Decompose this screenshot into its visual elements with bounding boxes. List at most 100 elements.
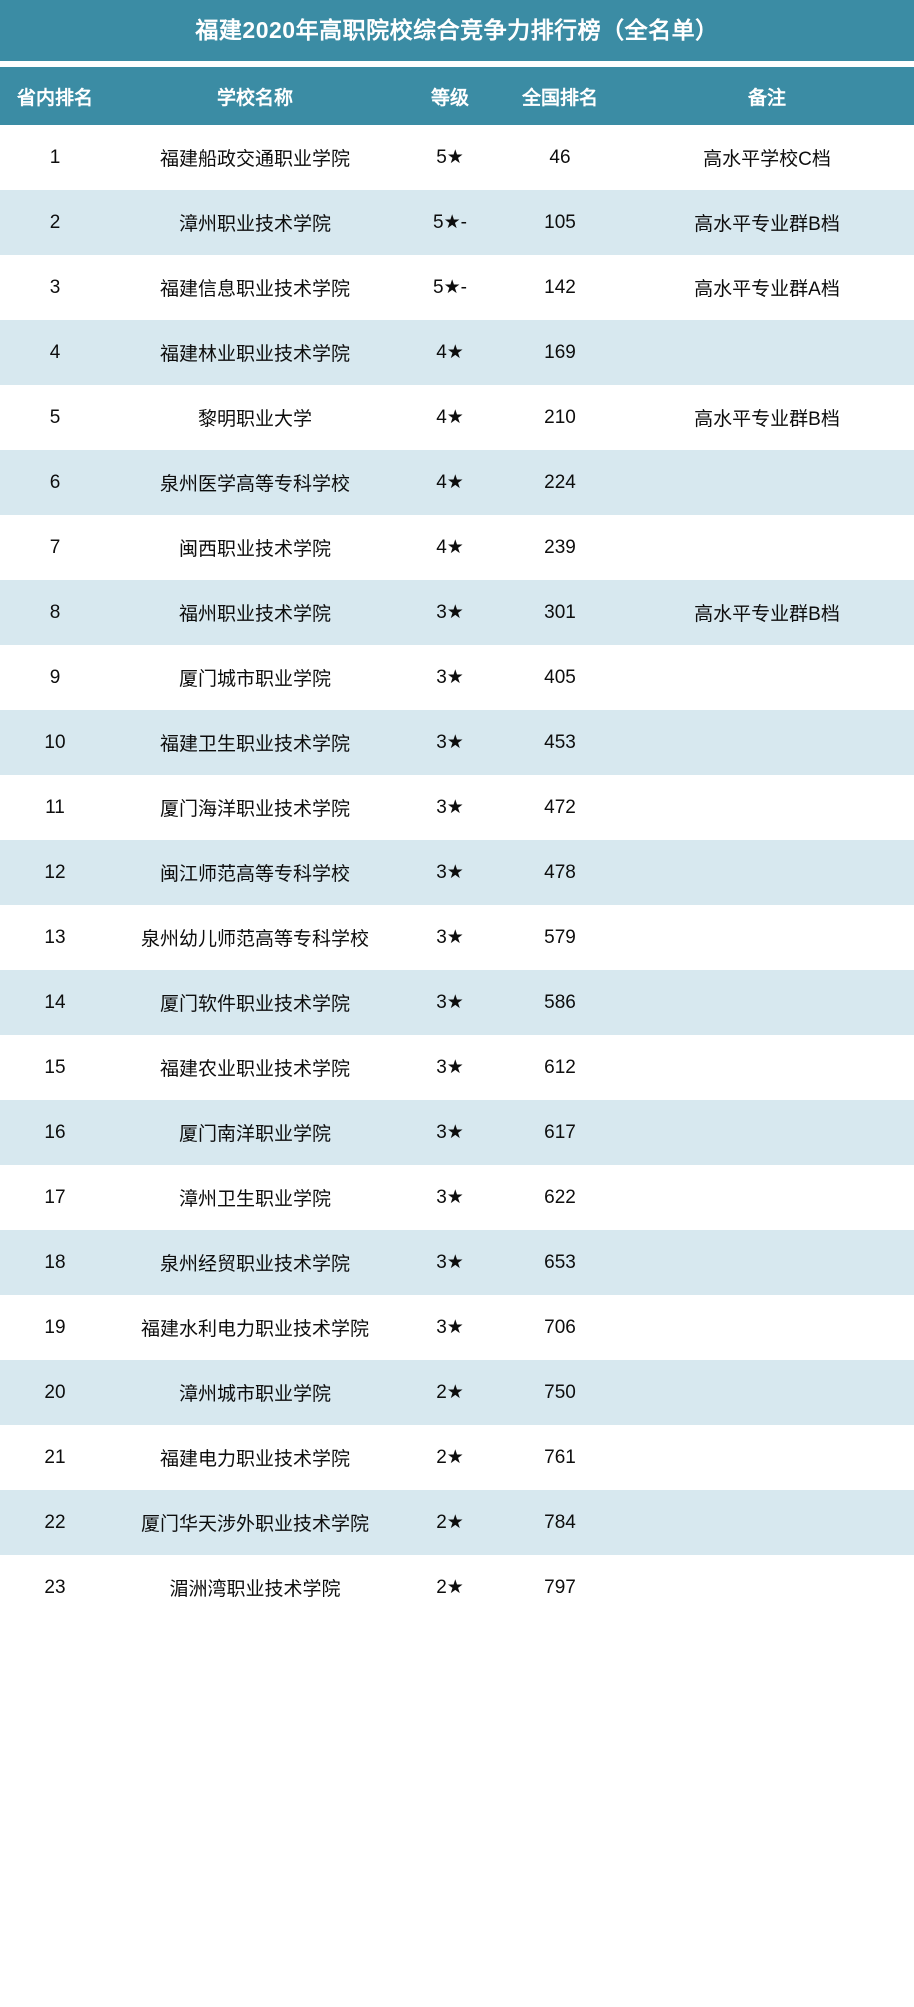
cell-grade: 3★ bbox=[436, 1057, 464, 1078]
cell-school: 厦门南洋职业学院 bbox=[178, 1124, 331, 1145]
cell-grade: 4★ bbox=[436, 537, 464, 558]
cell-rank: 2 bbox=[49, 211, 61, 233]
table-row: 17 漳州卫生职业学院 3★ 622 bbox=[0, 1165, 914, 1230]
table-row: 14 厦门软件职业技术学院 3★ 586 bbox=[0, 970, 914, 1035]
cell-rank: 17 bbox=[44, 1186, 66, 1208]
cell-natrank: 142 bbox=[544, 276, 576, 298]
cell-note: 高水平专业群B档 bbox=[694, 214, 840, 235]
cell-rank: 8 bbox=[49, 601, 61, 623]
cell-grade: 3★ bbox=[436, 732, 464, 753]
column-header-school: 学校名称 bbox=[216, 87, 293, 109]
cell-grade: 3★ bbox=[436, 1122, 464, 1143]
cell-school: 黎明职业大学 bbox=[197, 409, 312, 430]
cell-school: 闽江师范高等专科学校 bbox=[159, 864, 350, 885]
cell-grade: 3★ bbox=[436, 602, 464, 623]
cell-grade: 3★ bbox=[436, 1187, 464, 1208]
cell-natrank: 617 bbox=[544, 1121, 576, 1143]
cell-natrank: 210 bbox=[544, 406, 576, 428]
cell-natrank: 784 bbox=[544, 1511, 576, 1533]
cell-school: 福建卫生职业技术学院 bbox=[159, 734, 350, 755]
cell-school: 泉州经贸职业技术学院 bbox=[159, 1254, 350, 1275]
cell-school: 闽西职业技术学院 bbox=[178, 539, 331, 560]
cell-school: 福建水利电力职业技术学院 bbox=[140, 1319, 369, 1340]
cell-natrank: 586 bbox=[544, 991, 576, 1013]
table-row: 13 泉州幼儿师范高等专科学校 3★ 579 bbox=[0, 905, 914, 970]
cell-school: 福建船政交通职业学院 bbox=[159, 149, 350, 170]
cell-natrank: 169 bbox=[544, 341, 576, 363]
table-row: 3 福建信息职业技术学院 5★- 142 高水平专业群A档 bbox=[0, 255, 914, 320]
cell-grade: 3★ bbox=[436, 797, 464, 818]
cell-grade: 4★ bbox=[436, 342, 464, 363]
table-row: 18 泉州经贸职业技术学院 3★ 653 bbox=[0, 1230, 914, 1295]
cell-rank: 16 bbox=[44, 1121, 66, 1143]
cell-rank: 10 bbox=[44, 731, 66, 753]
cell-school: 泉州幼儿师范高等专科学校 bbox=[140, 929, 369, 950]
cell-rank: 21 bbox=[44, 1446, 66, 1468]
cell-rank: 11 bbox=[45, 796, 65, 818]
cell-rank: 20 bbox=[44, 1381, 66, 1403]
cell-school: 漳州卫生职业学院 bbox=[178, 1189, 331, 1210]
table-row: 10 福建卫生职业技术学院 3★ 453 bbox=[0, 710, 914, 775]
cell-natrank: 239 bbox=[544, 536, 576, 558]
cell-rank: 4 bbox=[49, 341, 61, 363]
cell-school: 厦门软件职业技术学院 bbox=[159, 994, 350, 1015]
cell-school: 福建电力职业技术学院 bbox=[159, 1449, 350, 1470]
cell-grade: 2★ bbox=[436, 1512, 464, 1533]
table-row: 1 福建船政交通职业学院 5★ 46 高水平学校C档 bbox=[0, 125, 914, 190]
table-row: 22 厦门华天涉外职业技术学院 2★ 784 bbox=[0, 1490, 914, 1555]
cell-natrank: 797 bbox=[544, 1576, 576, 1598]
cell-natrank: 105 bbox=[544, 211, 576, 233]
table-row: 21 福建电力职业技术学院 2★ 761 bbox=[0, 1425, 914, 1490]
cell-grade: 2★ bbox=[436, 1382, 464, 1403]
column-header-grade: 等级 bbox=[430, 87, 469, 109]
cell-rank: 15 bbox=[44, 1056, 66, 1078]
cell-natrank: 472 bbox=[544, 796, 576, 818]
cell-rank: 22 bbox=[44, 1511, 66, 1533]
cell-natrank: 453 bbox=[544, 731, 576, 753]
column-header-natrank: 全国排名 bbox=[521, 87, 598, 109]
table-header-row: 省内排名 学校名称 等级 全国排名 备注 bbox=[0, 67, 914, 125]
cell-grade: 2★ bbox=[436, 1577, 464, 1598]
cell-school: 湄洲湾职业技术学院 bbox=[169, 1579, 341, 1600]
cell-rank: 1 bbox=[49, 146, 61, 168]
table-row: 16 厦门南洋职业学院 3★ 617 bbox=[0, 1100, 914, 1165]
cell-grade: 4★ bbox=[436, 407, 464, 428]
banner-divider bbox=[0, 61, 914, 67]
table-row: 5 黎明职业大学 4★ 210 高水平专业群B档 bbox=[0, 385, 914, 450]
cell-school: 福建信息职业技术学院 bbox=[159, 279, 350, 300]
cell-natrank: 405 bbox=[544, 666, 576, 688]
cell-grade: 5★- bbox=[433, 212, 467, 233]
cell-school: 厦门华天涉外职业技术学院 bbox=[140, 1514, 369, 1535]
cell-grade: 4★ bbox=[436, 472, 464, 493]
cell-grade: 3★ bbox=[436, 862, 464, 883]
cell-rank: 7 bbox=[49, 536, 61, 558]
table-row: 11 厦门海洋职业技术学院 3★ 472 bbox=[0, 775, 914, 840]
cell-rank: 3 bbox=[49, 276, 61, 298]
cell-grade: 3★ bbox=[436, 927, 464, 948]
cell-natrank: 761 bbox=[544, 1446, 576, 1468]
cell-school: 漳州城市职业学院 bbox=[178, 1384, 331, 1405]
cell-rank: 18 bbox=[44, 1251, 66, 1273]
cell-rank: 23 bbox=[44, 1576, 66, 1598]
cell-rank: 19 bbox=[44, 1316, 66, 1338]
cell-rank: 6 bbox=[49, 471, 61, 493]
table-row: 23 湄洲湾职业技术学院 2★ 797 bbox=[0, 1555, 914, 1620]
cell-rank: 9 bbox=[49, 666, 61, 688]
cell-natrank: 478 bbox=[544, 861, 576, 883]
table-row: 19 福建水利电力职业技术学院 3★ 706 bbox=[0, 1295, 914, 1360]
cell-natrank: 750 bbox=[544, 1381, 576, 1403]
cell-rank: 5 bbox=[49, 406, 61, 428]
cell-school: 福建林业职业技术学院 bbox=[159, 344, 350, 365]
cell-grade: 2★ bbox=[436, 1447, 464, 1468]
cell-rank: 13 bbox=[44, 926, 66, 948]
cell-school: 漳州职业技术学院 bbox=[178, 214, 331, 235]
column-header-rank: 省内排名 bbox=[16, 87, 93, 109]
column-header-note: 备注 bbox=[747, 87, 786, 109]
table-row: 12 闽江师范高等专科学校 3★ 478 bbox=[0, 840, 914, 905]
cell-natrank: 46 bbox=[549, 146, 571, 168]
cell-grade: 5★- bbox=[433, 277, 467, 298]
cell-natrank: 612 bbox=[544, 1056, 576, 1078]
cell-grade: 3★ bbox=[436, 992, 464, 1013]
cell-natrank: 706 bbox=[544, 1316, 576, 1338]
